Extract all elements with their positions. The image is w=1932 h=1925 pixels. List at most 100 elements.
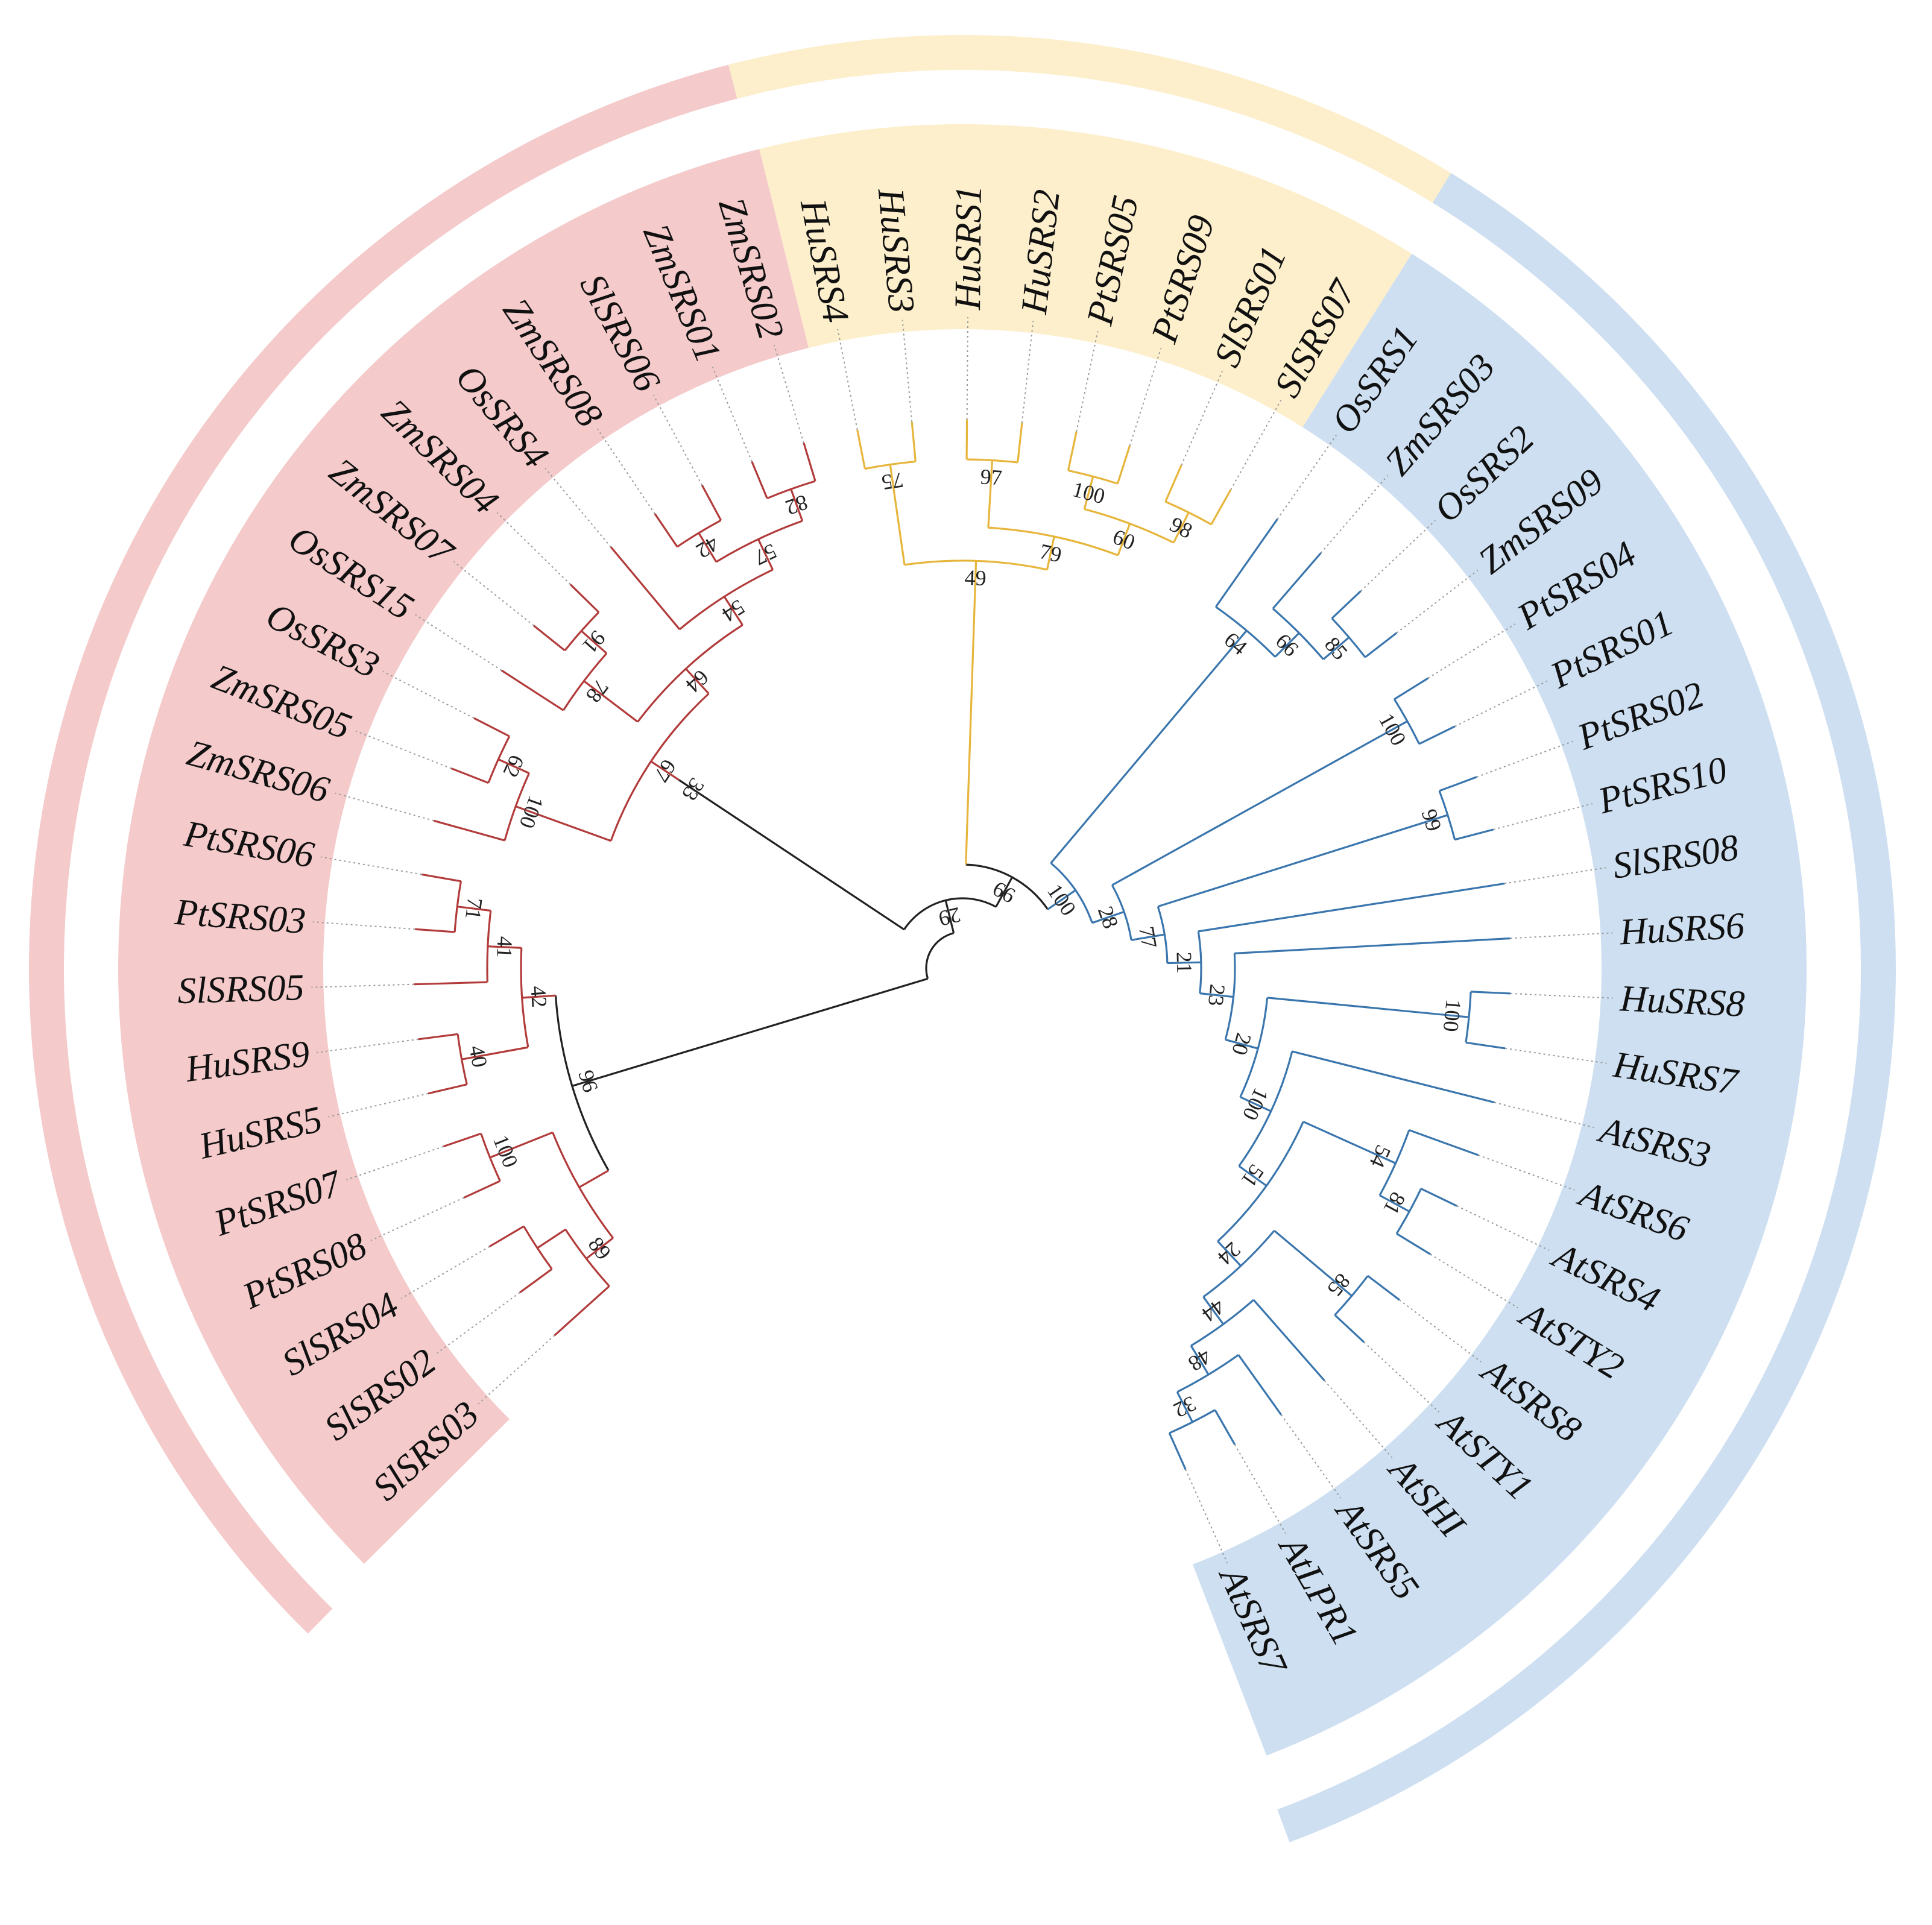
bootstrap-value: 62	[498, 751, 529, 781]
bootstrap-value: 71	[461, 896, 487, 921]
branch-segment	[698, 532, 718, 562]
branch-segment	[1471, 991, 1511, 995]
branch-arc	[925, 932, 955, 979]
branch-segment	[428, 1083, 467, 1095]
branch-segment	[1274, 632, 1300, 658]
yellow-clade-label-band	[759, 124, 1412, 427]
branch-segment	[701, 485, 722, 521]
branch-segment	[1394, 677, 1429, 701]
leader-line	[1185, 1469, 1228, 1564]
branch-segment	[678, 779, 905, 931]
branch-segment	[1214, 518, 1278, 608]
leader-line	[1076, 331, 1099, 432]
bootstrap-value: 67	[649, 755, 681, 786]
branch-arc	[610, 693, 710, 842]
leader-line	[1504, 867, 1606, 884]
branch-segment	[418, 1033, 458, 1041]
bootstrap-value: 98	[1166, 512, 1196, 543]
leader-line	[1181, 371, 1223, 466]
bootstrap-value: 28	[1093, 903, 1123, 931]
red-clade-label-band	[118, 149, 809, 1564]
branch-segment	[1252, 1299, 1325, 1381]
branch-arc	[1111, 884, 1132, 940]
branch-segment	[461, 1046, 529, 1060]
leader-line	[837, 329, 858, 430]
branch-arc	[1084, 508, 1175, 544]
branch-segment	[1439, 776, 1477, 792]
leader-line	[1476, 740, 1573, 778]
branch-segment	[473, 717, 510, 737]
bootstrap-value: 41	[492, 936, 517, 959]
clade-outer-ring	[28, 35, 1896, 1842]
bootstrap-value: 33	[677, 773, 709, 805]
branch-segment	[463, 1180, 501, 1199]
branch-segment	[1418, 725, 1456, 745]
branch-segment	[1050, 629, 1248, 864]
leader-line	[1510, 992, 1613, 999]
bootstrap-value: 97	[980, 464, 1003, 490]
branch-arc	[1050, 862, 1093, 924]
bootstrap-value: 100	[514, 793, 548, 831]
branch-segment	[421, 873, 461, 883]
branch-arc	[679, 569, 774, 631]
leader-line	[382, 670, 475, 719]
branch-segment	[457, 906, 491, 912]
branch-segment	[489, 1131, 554, 1159]
branch-arc	[1217, 1121, 1304, 1243]
branch-segment	[685, 668, 710, 695]
yellow-clade-outer-ring	[728, 35, 1468, 213]
leader-line	[335, 792, 434, 822]
leader-line	[346, 1145, 444, 1180]
leader-line	[478, 1335, 555, 1405]
branch-segment	[487, 945, 522, 949]
branch-segment	[1131, 933, 1165, 941]
branch-arc	[552, 1132, 614, 1239]
branch-segment	[1214, 1409, 1236, 1445]
branch-arc	[988, 526, 1119, 556]
branch-arc	[766, 480, 816, 500]
branch-segment	[1190, 1345, 1210, 1375]
branch-arc	[520, 948, 529, 1048]
branch-segment	[1292, 1050, 1495, 1104]
branch-arc	[1334, 1275, 1369, 1316]
branch-segment	[515, 805, 611, 842]
branch-arc	[562, 652, 608, 711]
bootstrap-value: 32	[1170, 1391, 1200, 1423]
bootstrap-value: 66	[989, 876, 1020, 907]
leaf-label-slsrs05: SlSRS05	[177, 967, 305, 1012]
branch-segment	[1409, 1129, 1479, 1156]
branch-segment	[790, 488, 804, 521]
bootstrap-value: 77	[1134, 925, 1161, 950]
branch-segment	[1168, 1432, 1187, 1470]
branch-segment	[1334, 1314, 1365, 1343]
leader-line	[1493, 803, 1593, 830]
branch-segment	[569, 584, 600, 613]
leader-line	[1234, 1444, 1286, 1534]
branch-segment	[1199, 992, 1234, 998]
bootstrap-value: 100	[1070, 477, 1107, 509]
branch-arc	[1157, 906, 1169, 963]
bootstrap-value: 75	[880, 468, 905, 495]
branch-segment	[497, 758, 530, 774]
red-clade-outer-ring	[28, 60, 756, 1634]
branch-segment	[610, 546, 681, 630]
branch-segment	[1167, 961, 1201, 965]
bootstrap-value: 23	[1204, 983, 1230, 1007]
branch-arc	[1176, 1354, 1239, 1393]
branch-segment	[1364, 632, 1398, 658]
branch-arc	[1224, 953, 1236, 1040]
branch-arc	[1238, 1051, 1293, 1167]
branch-segment	[488, 1225, 525, 1247]
branch-segment	[1111, 720, 1408, 886]
leader-line	[328, 1092, 429, 1118]
bootstrap-labels: 8910040714142966210091784282575464673375…	[461, 464, 1466, 1422]
branch-arc	[1272, 608, 1324, 660]
leader-line	[312, 921, 415, 930]
blue-clade-label-band	[1192, 253, 1807, 1756]
leader-line	[400, 1246, 490, 1299]
leader-line	[652, 394, 703, 486]
leader-line	[901, 320, 913, 422]
leader-line	[453, 561, 534, 626]
leader-line	[320, 856, 422, 875]
bootstrap-value: 29	[936, 903, 964, 931]
